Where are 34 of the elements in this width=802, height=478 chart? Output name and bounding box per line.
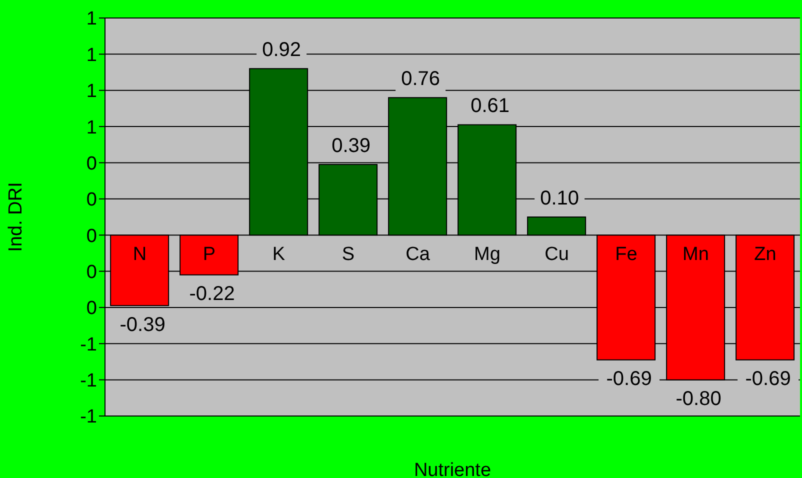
y-tick-label: 0 (86, 226, 97, 247)
data-label: -0.22 (189, 283, 235, 306)
y-tick-label: 1 (86, 8, 97, 30)
data-label: -0.69 (606, 368, 652, 390)
data-label: -0.80 (676, 388, 722, 410)
x-tick-label: Mn (682, 244, 709, 266)
x-tick-label: Zn (754, 244, 776, 266)
data-label: 0.10 (540, 187, 580, 210)
x-tick-label: Fe (615, 244, 638, 266)
y-tick-label: -1 (80, 370, 97, 392)
data-label: 0.76 (401, 68, 440, 90)
y-tick-label: 0 (86, 153, 97, 174)
data-label: 0.61 (470, 95, 510, 118)
x-tick-label: P (202, 244, 216, 266)
y-tick-label: 0 (86, 298, 97, 320)
y-tick-label: 1 (86, 117, 97, 138)
y-tick-label: 0 (86, 262, 97, 284)
data-label: 0.39 (332, 134, 371, 157)
data-label: 0.92 (262, 38, 302, 61)
y-tick-label: -1 (80, 406, 97, 428)
x-tick-label: K (272, 244, 286, 266)
x-tick-label: S (342, 244, 355, 266)
x-tick-label: Ca (406, 244, 430, 266)
y-tick-label: 1 (86, 44, 97, 66)
y-tick-label: 1 (86, 81, 97, 102)
data-label: -0.39 (120, 314, 166, 336)
x-tick-label: Mg (474, 244, 500, 266)
x-tick-label: Cu (544, 244, 569, 266)
y-tick-label: 0 (86, 190, 97, 211)
x-axis-title: Nutriente (414, 460, 492, 478)
x-tick-label: N (132, 244, 147, 266)
y-tick-label: -1 (80, 334, 97, 356)
y-axis-title: Ind. DRI (6, 182, 27, 252)
data-label: -0.69 (745, 368, 791, 390)
